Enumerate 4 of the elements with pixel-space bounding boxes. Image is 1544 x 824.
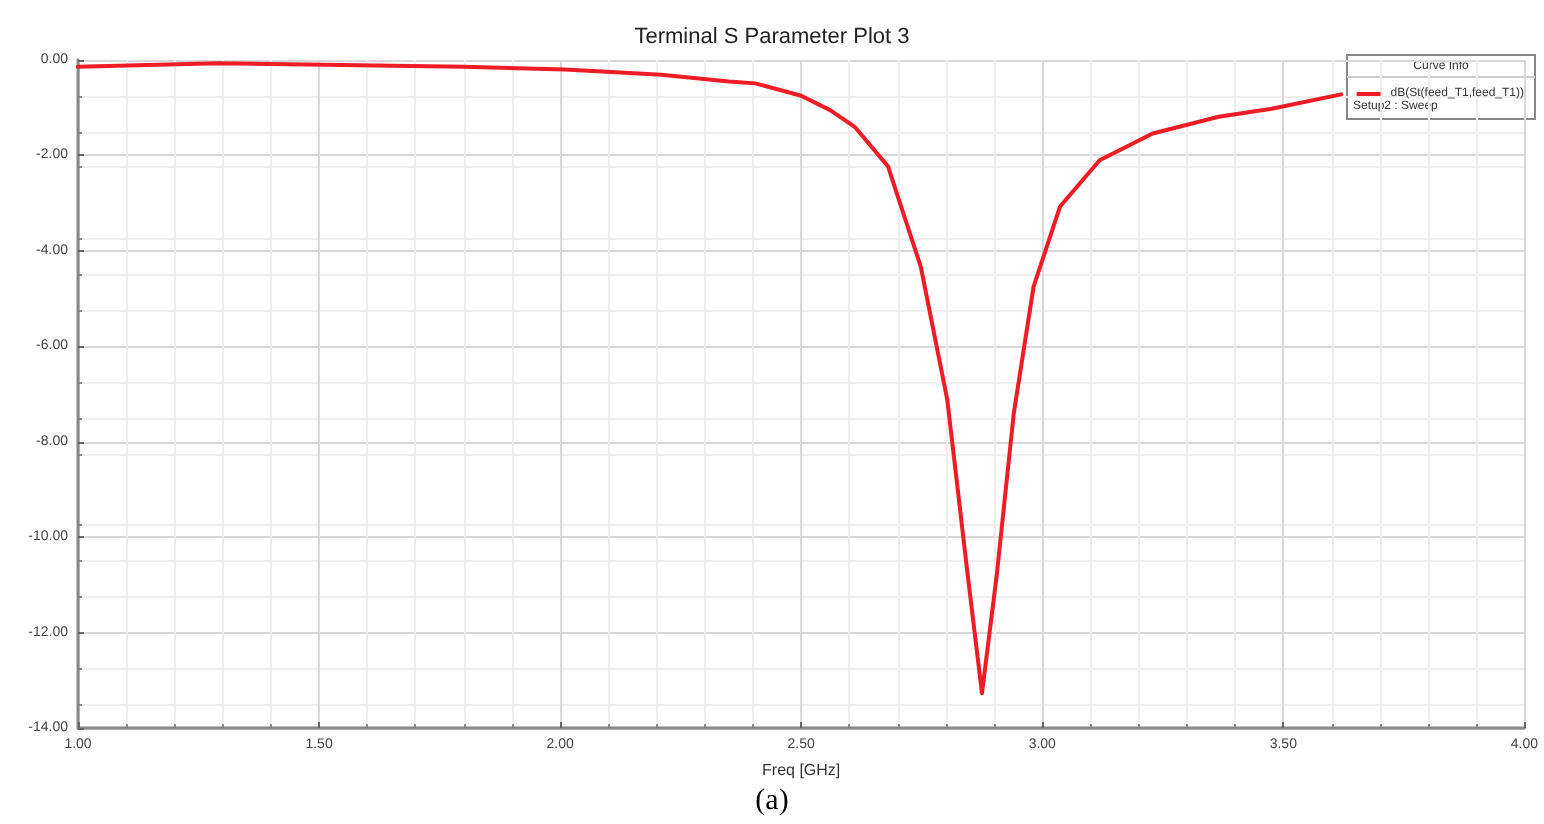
- chart-title: Terminal S Parameter Plot 3: [634, 25, 910, 49]
- x-axis-title: Freq [GHz]: [762, 760, 841, 779]
- line-series: [76, 61, 1344, 696]
- text: (a): [755, 785, 789, 817]
